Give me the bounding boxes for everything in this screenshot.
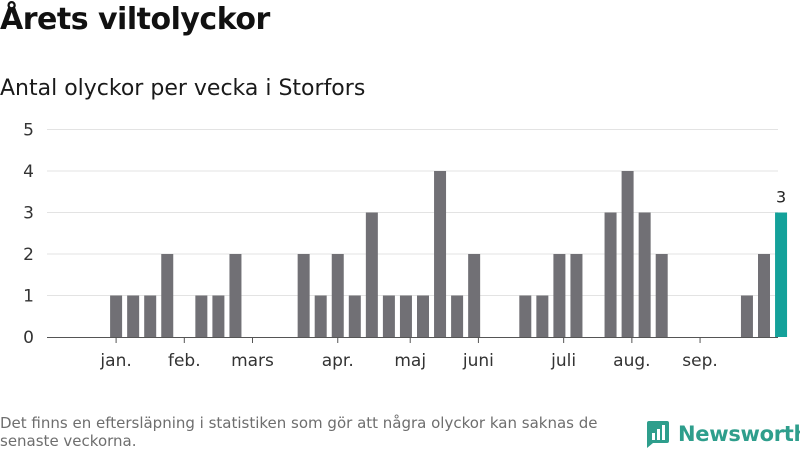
x-tick-label: apr. — [322, 351, 354, 371]
bar — [621, 171, 634, 337]
y-tick-label: 4 — [23, 162, 34, 182]
chart-subtitle: Antal olyckor per vecka i Storfors — [0, 76, 366, 101]
bar — [399, 295, 412, 337]
bar — [110, 295, 123, 337]
highlighted-bar — [775, 212, 788, 337]
bar — [758, 254, 770, 337]
x-tick-label: sep. — [682, 351, 718, 371]
bar — [331, 254, 344, 337]
bar — [195, 295, 208, 337]
x-tick-label: aug. — [613, 351, 650, 371]
bar — [314, 295, 327, 337]
bar — [451, 295, 464, 337]
footnote: Det finns en eftersläpning i statistiken… — [0, 414, 598, 450]
bar — [348, 295, 361, 337]
newsworthy-logo: Newsworthy — [644, 420, 800, 448]
bar-chart-logo-icon — [647, 421, 669, 448]
y-tick-label: 1 — [23, 287, 34, 307]
data-label: 3 — [776, 188, 786, 207]
bar — [570, 254, 583, 337]
bar — [161, 254, 174, 337]
y-tick-label: 5 — [23, 121, 34, 141]
y-tick-label: 2 — [23, 245, 34, 265]
bar — [638, 212, 651, 337]
chart-title: Årets viltolyckor — [0, 2, 270, 37]
bar — [468, 254, 481, 337]
bar — [655, 254, 668, 337]
x-tick-label: feb. — [168, 351, 201, 371]
brand-name: Newsworthy — [678, 422, 800, 446]
y-tick-label: 3 — [23, 204, 34, 224]
bar — [212, 295, 225, 337]
bar — [417, 295, 429, 337]
bar — [382, 295, 395, 337]
x-tick-label: juni — [462, 351, 494, 371]
bar — [365, 212, 378, 337]
bar — [604, 212, 617, 337]
x-tick-label: juli — [550, 351, 576, 371]
x-tick-label: jan. — [99, 351, 131, 371]
bar — [144, 295, 157, 337]
bar — [740, 295, 753, 337]
bar — [229, 254, 242, 337]
y-tick-label: 0 — [23, 328, 34, 348]
bar — [553, 254, 566, 337]
bar — [434, 171, 447, 337]
bar — [519, 295, 532, 337]
x-tick-label: maj — [394, 351, 426, 371]
bar — [127, 295, 140, 337]
x-tick-label: mars — [231, 351, 274, 371]
bar — [297, 254, 310, 337]
bar — [536, 295, 549, 337]
